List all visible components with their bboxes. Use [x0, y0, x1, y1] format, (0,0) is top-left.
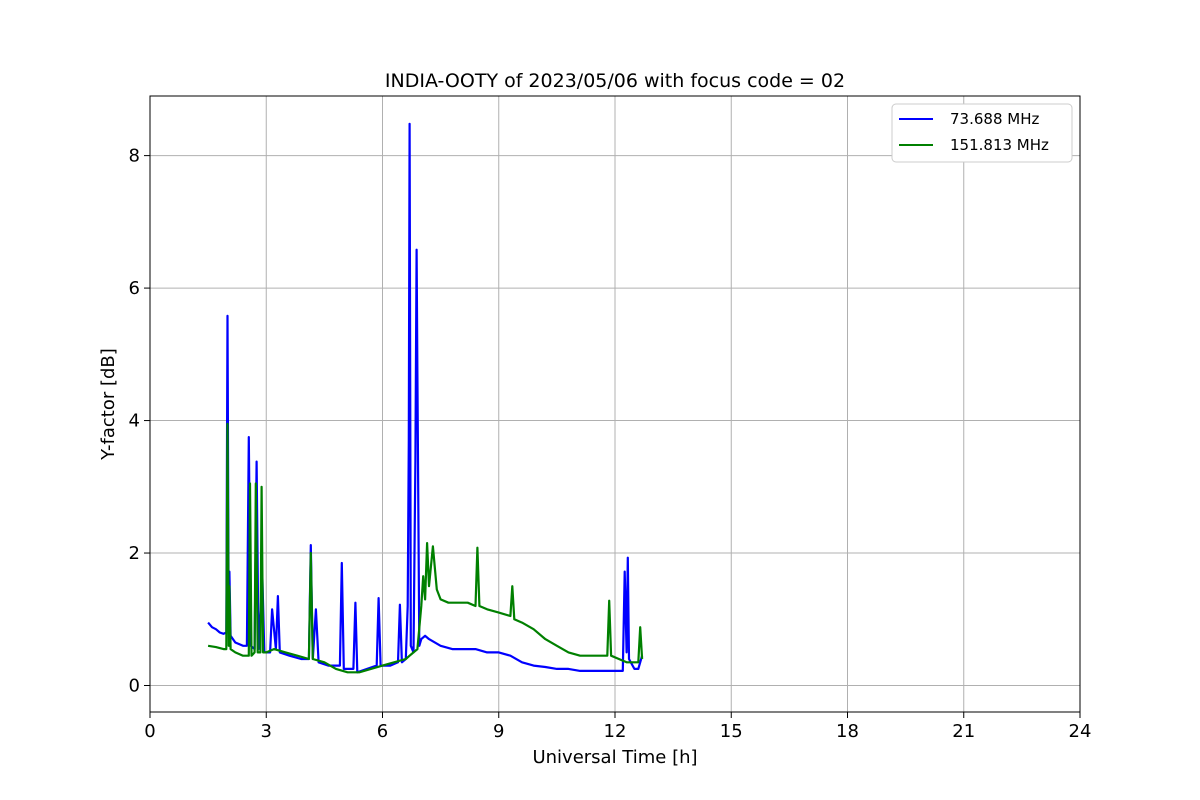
y-axis-label: Y-factor [dB]	[98, 348, 119, 461]
x-tick-label: 21	[952, 721, 975, 742]
y-tick-label: 2	[129, 543, 140, 564]
chart-title: INDIA-OOTY of 2023/05/06 with focus code…	[385, 70, 845, 92]
x-tick-label: 18	[836, 721, 859, 742]
x-tick-label: 0	[144, 721, 155, 742]
y-tick-label: 0	[129, 676, 140, 697]
legend: 73.688 MHz 151.813 MHz	[891, 103, 1073, 163]
legend-label-1: 151.813 MHz	[950, 136, 1049, 154]
legend-box	[891, 103, 1073, 163]
x-tick-label: 9	[493, 721, 504, 742]
x-tick-label: 12	[604, 721, 627, 742]
y-tick-label: 8	[129, 146, 140, 167]
x-axis-label: Universal Time [h]	[532, 747, 697, 768]
legend-label-0: 73.688 MHz	[950, 110, 1039, 128]
series-layer	[207, 122, 644, 674]
y-tick-label: 4	[129, 411, 140, 432]
series-line-1	[207, 422, 644, 674]
x-tick-label: 6	[377, 721, 388, 742]
x-tick-label: 3	[261, 721, 272, 742]
x-tick-label: 15	[720, 721, 743, 742]
x-tick-label: 24	[1069, 721, 1092, 742]
y-tick-label: 6	[129, 278, 140, 299]
